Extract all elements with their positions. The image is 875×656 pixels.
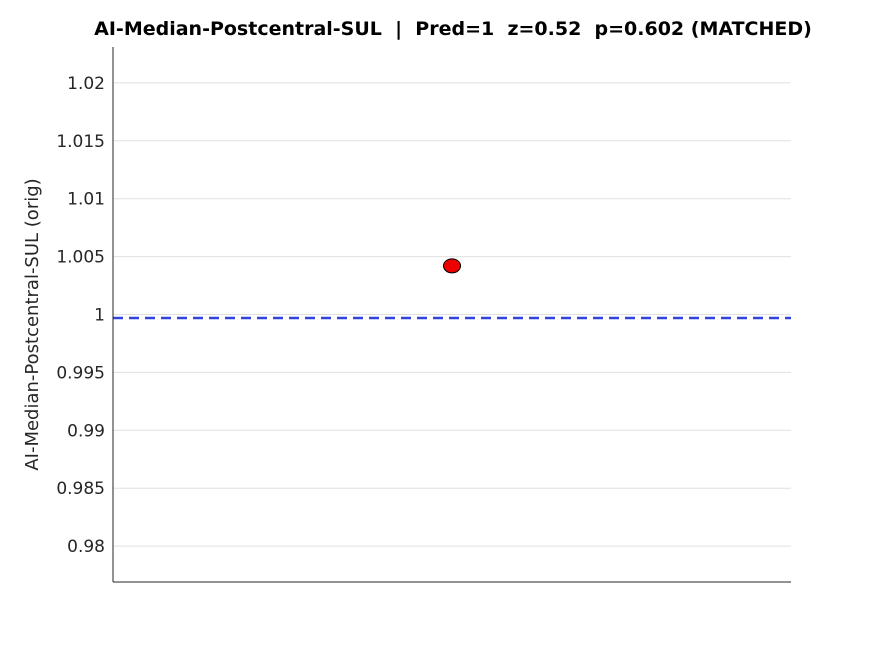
data-point: [443, 258, 461, 274]
data-points: [443, 258, 461, 274]
y-tick-label: 1.01: [67, 190, 105, 210]
y-tick-label: 1.02: [67, 74, 105, 94]
y-tick-labels: 0.98 0.985 0.99 0.995 1 1.005 1.01 1.015 1.02: [56, 74, 105, 557]
y-tick-label: 0.99: [67, 421, 105, 441]
y-tick-label: 0.98: [67, 537, 105, 557]
y-tick-label: 1: [94, 306, 105, 326]
y-axis-label: AI-Median-Postcentral-SUL (orig): [22, 178, 43, 470]
chart-title: AI-Median-Postcentral-SUL | Pred=1 z=0.5…: [94, 18, 812, 40]
y-tick-label: 1.005: [56, 248, 105, 268]
axes: [112, 47, 791, 583]
y-tick-label: 0.985: [56, 479, 105, 499]
grid-lines: [113, 82, 791, 547]
y-tick-label: 1.015: [56, 132, 105, 152]
y-tick-label: 0.995: [56, 363, 105, 383]
